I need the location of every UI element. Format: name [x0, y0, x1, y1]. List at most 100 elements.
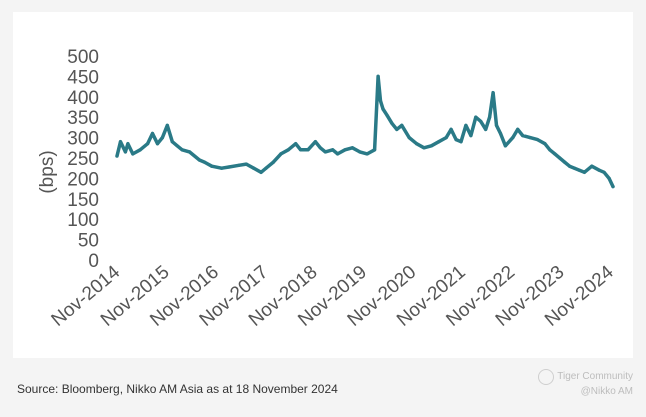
- watermark-line2: @Nikko AM: [580, 386, 633, 397]
- data-point: [331, 148, 335, 152]
- data-point: [126, 142, 130, 146]
- data-point: [155, 142, 160, 146]
- data-point: [422, 146, 426, 150]
- data-point: [469, 134, 473, 138]
- data-point: [115, 154, 119, 158]
- data-point: [607, 176, 611, 180]
- data-point: [365, 152, 369, 156]
- data-point: [323, 150, 327, 154]
- data-point: [385, 113, 389, 117]
- data-point: [373, 148, 377, 152]
- data-point: [474, 115, 478, 119]
- data-point: [553, 152, 557, 156]
- data-point: [170, 140, 174, 144]
- data-point: [454, 138, 458, 142]
- data-point: [400, 123, 404, 127]
- data-point: [479, 119, 483, 123]
- data-point: [146, 142, 150, 146]
- data-point: [429, 144, 433, 148]
- data-point: [543, 142, 547, 146]
- data-point: [252, 166, 256, 170]
- data-point: [165, 123, 169, 127]
- data-point: [313, 140, 317, 144]
- data-point: [577, 168, 582, 172]
- data-point: [286, 148, 290, 152]
- data-point: [491, 91, 495, 95]
- y-tick-label: 150: [67, 190, 99, 211]
- series-line: [115, 74, 615, 189]
- data-point: [381, 107, 385, 111]
- data-point: [350, 146, 354, 150]
- data-point: [244, 162, 248, 166]
- data-point: [299, 148, 303, 152]
- tiger-logo-icon: [538, 369, 555, 385]
- data-point: [511, 136, 515, 140]
- data-point: [582, 170, 587, 174]
- data-point: [521, 134, 525, 138]
- y-tick-label: 350: [67, 108, 99, 129]
- data-point: [138, 148, 142, 152]
- watermark: Tiger Community @Nikko AM: [538, 369, 633, 399]
- data-point: [118, 140, 123, 144]
- data-point: [210, 164, 214, 168]
- data-point: [590, 164, 594, 168]
- data-point: [415, 142, 419, 146]
- data-point: [123, 150, 127, 154]
- watermark-line1: Tiger Community: [557, 371, 633, 382]
- y-tick-label: 200: [67, 169, 99, 190]
- data-point: [227, 165, 231, 169]
- data-point: [563, 160, 567, 164]
- data-point: [336, 152, 340, 156]
- data-point: [597, 168, 601, 172]
- data-point: [197, 158, 201, 162]
- data-point: [378, 99, 383, 103]
- data-point: [494, 123, 499, 127]
- y-tick-label: 400: [67, 88, 99, 109]
- data-point: [572, 166, 577, 170]
- data-point: [358, 150, 362, 154]
- data-point: [407, 136, 411, 140]
- data-point: [437, 140, 441, 144]
- data-point: [548, 148, 552, 152]
- data-point: [516, 127, 520, 131]
- y-tick-label: 300: [67, 129, 99, 150]
- data-point: [187, 150, 192, 154]
- data-point: [444, 136, 448, 140]
- data-point: [528, 136, 532, 140]
- data-point: [498, 131, 503, 136]
- y-axis-label: (bps): [37, 150, 58, 193]
- data-point: [488, 115, 492, 119]
- data-point: [558, 156, 562, 160]
- data-point: [449, 127, 453, 131]
- data-point: [279, 152, 283, 156]
- data-point: [395, 127, 399, 131]
- source-note: Source: Bloomberg, Nikko AM Asia as at 1…: [17, 382, 338, 396]
- data-point: [464, 123, 468, 127]
- data-point: [484, 127, 488, 131]
- y-tick-label: 500: [67, 47, 99, 68]
- y-tick-label: 100: [67, 210, 99, 231]
- data-point: [150, 131, 155, 136]
- y-tick-label: 250: [67, 149, 99, 170]
- data-point: [180, 148, 184, 152]
- data-point: [459, 140, 463, 144]
- y-tick-label: 50: [78, 231, 99, 252]
- y-tick-label: 450: [67, 67, 99, 88]
- data-point: [306, 148, 310, 152]
- data-point: [160, 136, 164, 140]
- chart-card: (bps) 0 50 100 150 200 250 300 350 400 450 500 Nov…: [13, 12, 633, 358]
- y-tick-label: 0: [88, 251, 99, 272]
- data-point: [602, 170, 606, 174]
- data-point: [318, 146, 322, 150]
- data-point: [131, 152, 135, 156]
- data-point: [259, 170, 263, 174]
- data-point: [271, 160, 275, 164]
- data-point: [264, 166, 268, 170]
- data-point: [611, 185, 615, 189]
- data-point: [343, 148, 347, 152]
- data-point: [503, 144, 507, 148]
- data-point: [535, 138, 540, 142]
- data-point: [294, 142, 298, 146]
- data-point: [175, 144, 179, 148]
